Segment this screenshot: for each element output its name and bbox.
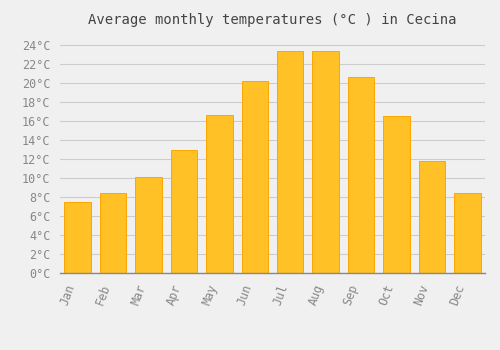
Bar: [277, 51, 303, 273]
Title: Average monthly temperatures (°C ) in Cecina: Average monthly temperatures (°C ) in Ce…: [88, 13, 457, 27]
Bar: [64, 202, 91, 273]
Bar: [170, 150, 197, 273]
Bar: [383, 116, 409, 273]
Bar: [454, 193, 480, 273]
Bar: [312, 51, 339, 273]
Bar: [136, 177, 162, 273]
Bar: [418, 161, 445, 273]
Bar: [348, 77, 374, 273]
Bar: [206, 115, 233, 273]
Bar: [100, 193, 126, 273]
Bar: [242, 81, 268, 273]
